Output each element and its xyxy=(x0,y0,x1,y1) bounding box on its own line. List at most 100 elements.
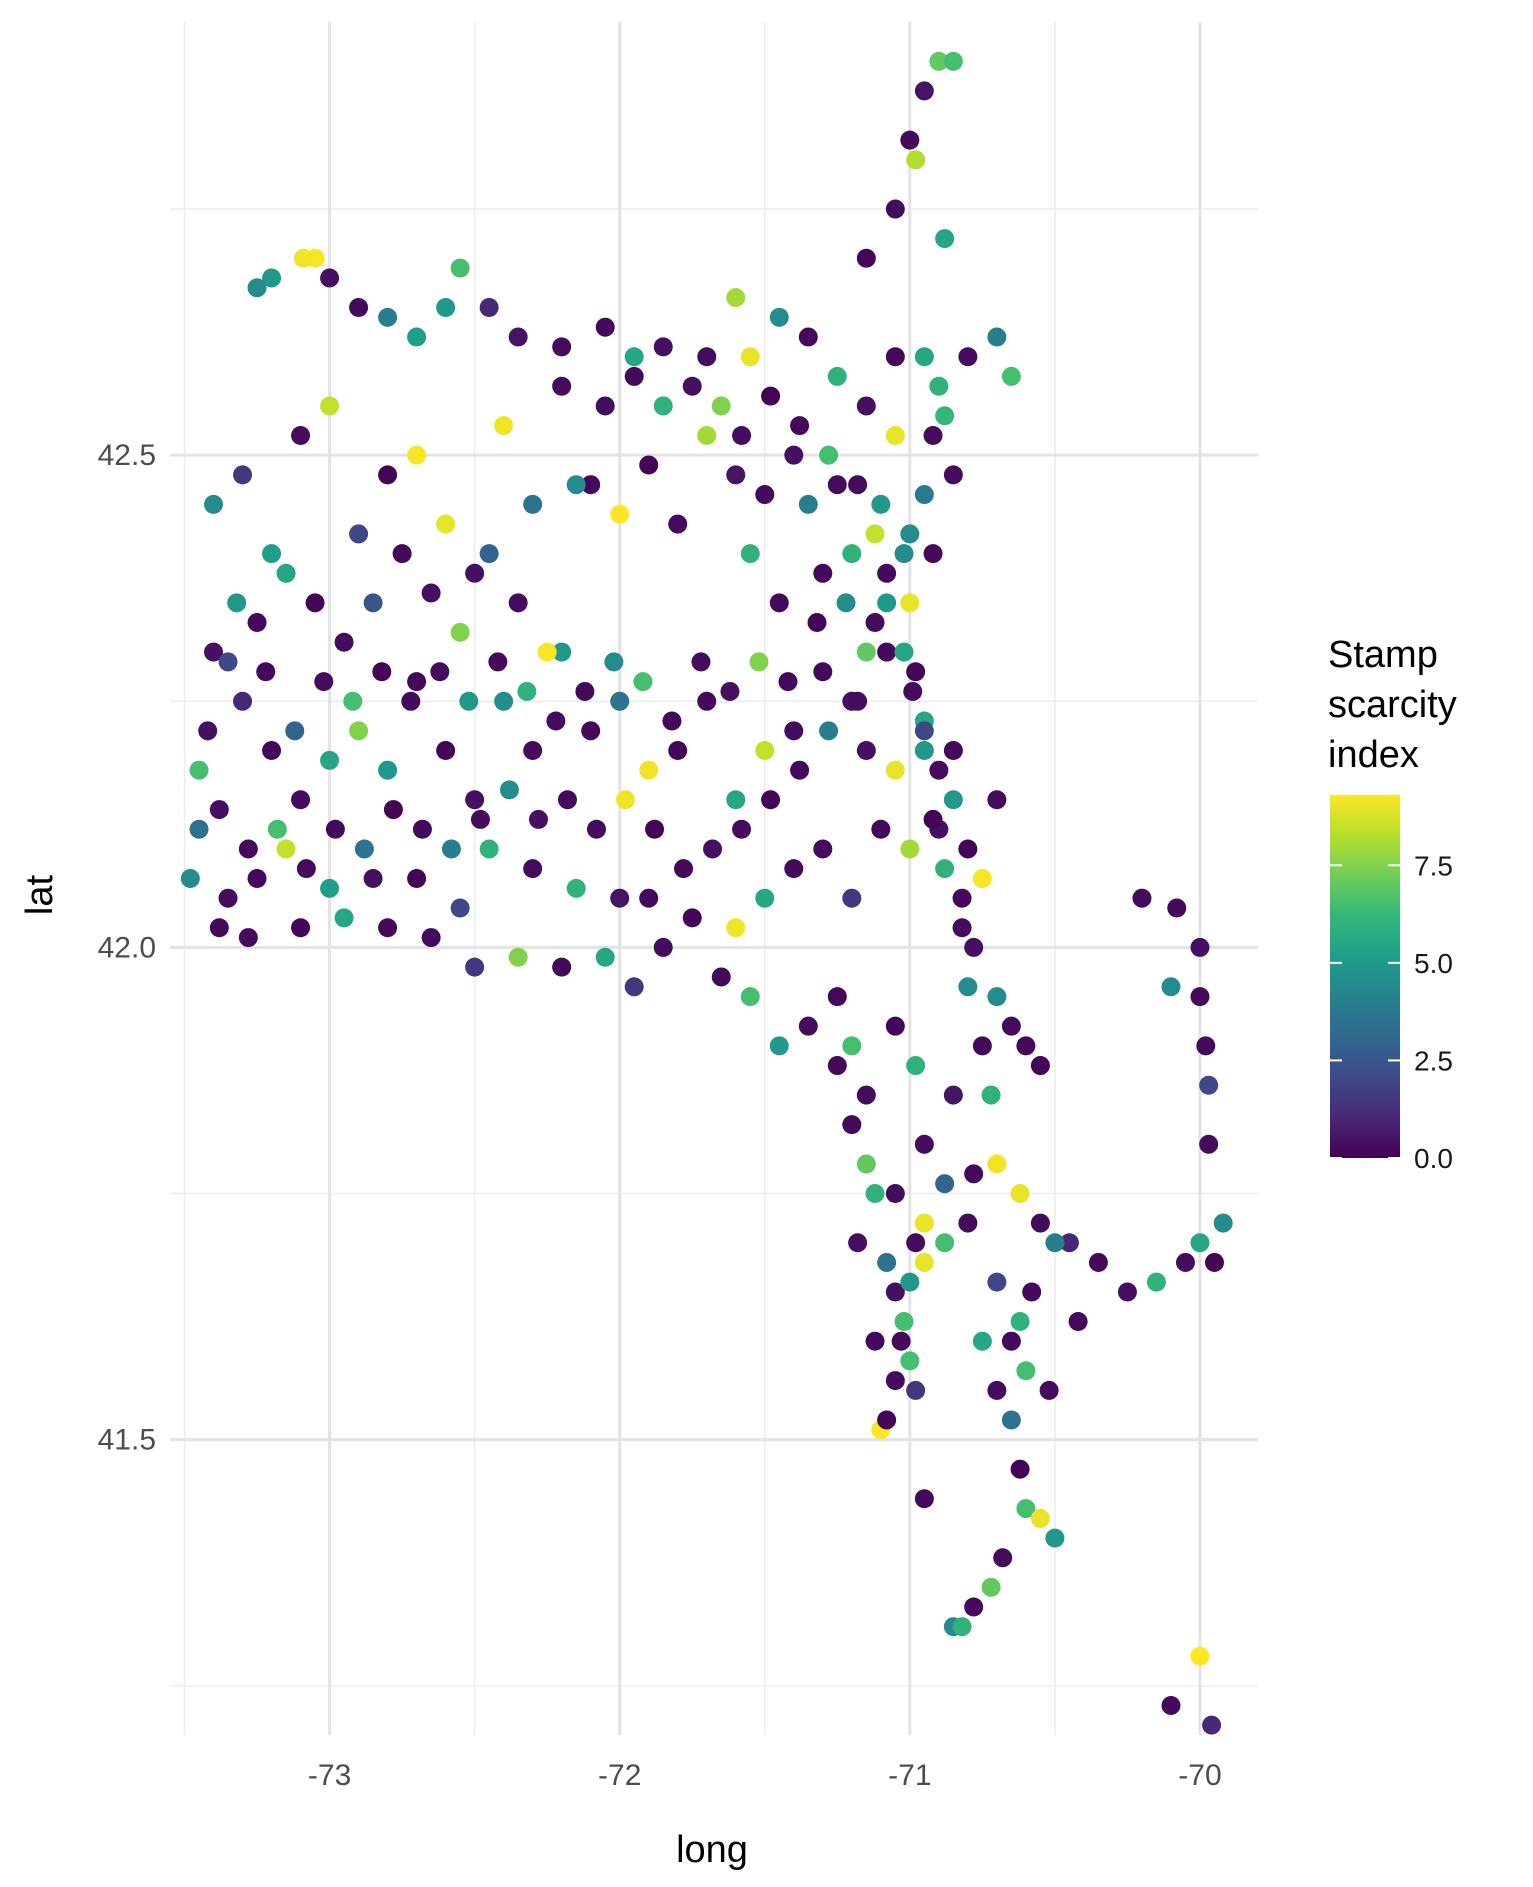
data-point xyxy=(546,711,566,731)
data-point xyxy=(238,928,258,948)
data-point xyxy=(755,741,775,761)
data-point xyxy=(755,888,775,908)
data-point xyxy=(848,1233,868,1253)
data-point xyxy=(407,869,427,888)
data-point xyxy=(784,445,804,465)
data-point xyxy=(711,967,731,987)
data-point xyxy=(610,691,630,711)
data-point xyxy=(769,1036,789,1056)
data-point xyxy=(1010,1459,1030,1479)
data-point xyxy=(262,741,282,761)
data-point xyxy=(465,790,485,810)
legend-ticks: 0.0 2.5 5.0 7.5 xyxy=(1330,850,1453,1174)
data-point xyxy=(204,494,224,514)
data-point xyxy=(894,642,914,662)
data-point xyxy=(726,918,746,938)
data-point xyxy=(349,298,369,317)
data-point xyxy=(894,544,914,564)
data-point xyxy=(856,1154,876,1174)
data-point xyxy=(1204,1252,1224,1272)
data-point xyxy=(653,396,673,416)
data-point xyxy=(778,672,798,692)
data-point xyxy=(218,888,238,908)
data-point xyxy=(935,1233,955,1253)
data-point xyxy=(682,376,702,396)
data-point xyxy=(943,741,963,761)
data-point xyxy=(528,809,548,829)
data-point xyxy=(662,711,682,731)
data-point xyxy=(325,819,345,839)
data-point xyxy=(891,1331,911,1351)
data-point xyxy=(877,1252,897,1272)
data-point xyxy=(856,396,876,416)
data-point xyxy=(523,494,543,514)
data-point xyxy=(668,741,688,761)
data-point xyxy=(1146,1272,1166,1292)
data-point xyxy=(209,918,229,938)
data-point xyxy=(537,642,557,662)
data-point xyxy=(557,790,577,810)
data-point xyxy=(885,1016,905,1036)
data-point xyxy=(421,928,441,948)
data-point xyxy=(769,593,789,613)
data-point xyxy=(842,888,862,908)
data-point xyxy=(668,514,688,534)
legend-tick-label: 7.5 xyxy=(1414,850,1453,881)
x-tick-label: -73 xyxy=(308,1759,351,1792)
data-point xyxy=(459,691,479,711)
data-point xyxy=(1190,987,1210,1007)
data-point xyxy=(981,1085,1001,1105)
data-point xyxy=(479,298,499,317)
data-point xyxy=(1190,1646,1210,1666)
data-point xyxy=(276,839,296,859)
data-point xyxy=(624,366,644,386)
data-point xyxy=(943,51,963,71)
data-point xyxy=(479,839,499,859)
data-point xyxy=(943,465,963,485)
data-point xyxy=(1016,1499,1036,1519)
data-point xyxy=(827,366,847,386)
data-point xyxy=(291,425,311,445)
data-point xyxy=(987,1154,1007,1174)
data-point xyxy=(441,839,461,859)
data-point xyxy=(1030,1056,1050,1076)
data-point xyxy=(885,760,905,780)
data-point xyxy=(865,524,885,544)
data-point xyxy=(1132,888,1152,908)
data-point xyxy=(586,819,606,839)
y-axis-title: lat xyxy=(19,874,61,915)
data-point xyxy=(813,839,833,859)
axes: -73 -72 -71 -70 41.5 42.0 42.5 xyxy=(98,439,1222,1792)
data-point xyxy=(334,632,354,652)
data-point xyxy=(914,1489,934,1509)
legend-tick-label: 2.5 xyxy=(1414,1045,1453,1076)
data-point xyxy=(363,869,383,888)
data-point xyxy=(929,51,949,71)
data-point xyxy=(616,790,636,810)
data-point xyxy=(923,425,943,445)
data-point xyxy=(363,593,383,613)
data-point xyxy=(1001,1016,1021,1036)
data-points xyxy=(180,51,1233,1735)
data-point xyxy=(552,642,572,662)
data-point xyxy=(392,544,412,564)
data-point xyxy=(761,386,781,406)
data-point xyxy=(430,662,450,682)
data-point xyxy=(993,1548,1013,1568)
y-tick-label: 42.0 xyxy=(98,931,156,964)
data-point xyxy=(819,445,839,465)
data-point xyxy=(914,1213,934,1233)
data-point xyxy=(964,937,984,957)
data-point xyxy=(1202,1715,1222,1735)
data-point xyxy=(633,672,653,692)
data-point xyxy=(639,455,659,475)
data-point xyxy=(914,347,934,367)
data-point xyxy=(1161,977,1181,997)
data-point xyxy=(740,987,760,1007)
data-point xyxy=(517,681,537,701)
data-point xyxy=(262,268,282,288)
data-point xyxy=(885,425,905,445)
data-point xyxy=(958,1213,978,1233)
data-point xyxy=(227,593,247,613)
